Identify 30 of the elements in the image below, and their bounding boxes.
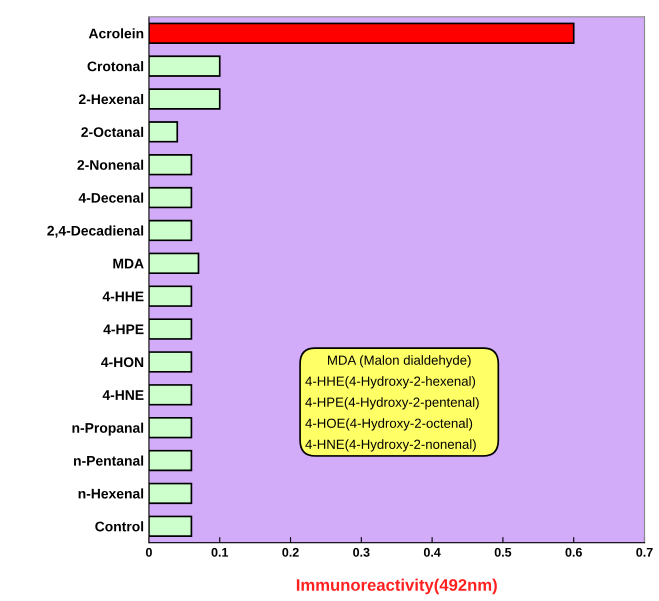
y-tick-label: 4-HPE [103, 324, 144, 334]
x-tick-label: 0.7 [636, 548, 653, 557]
y-tick-label: 4-HHE [102, 292, 144, 302]
annotation: 4-HNE(4-Hydroxy-2-nonenal) [305, 439, 476, 452]
x-tick-label: 0.2 [282, 548, 299, 557]
y-tick-label: 4-HON [101, 357, 144, 368]
x-tick-label: 0.1 [212, 548, 228, 557]
y-tick-label: Acrolein [88, 28, 144, 38]
y-tick-label: 4-Decenal [78, 192, 144, 203]
annotation: 4-HOE(4-Hydroxy-2-octenal) [305, 418, 472, 431]
annotation: 4-HPE(4-Hydroxy-2-pentenal) [305, 397, 479, 410]
x-tick-label: 0.3 [353, 548, 370, 557]
annotation: MDA (Malon dialdehyde) [328, 355, 471, 368]
x-tick-label: 0.6 [566, 548, 582, 557]
y-tick-label: 4-HNE [102, 390, 144, 400]
y-tick-label: 2-Hexenal [78, 94, 144, 104]
x-tick-label: 0.4 [424, 548, 441, 557]
annotation: 4-HHE(4-Hydroxy-2-hexenal) [305, 376, 476, 388]
y-tick-label: Control [95, 521, 144, 532]
y-tick-label: MDA [113, 258, 144, 268]
y-tick-label: n-Pentanal [74, 456, 144, 466]
y-tick-label: 2-Octanal [81, 126, 144, 138]
y-tick-label: n-Hexenal [78, 488, 144, 499]
y-tick-label: Crotonal [88, 61, 144, 72]
x-tick-label: 0.5 [494, 548, 512, 557]
x-axis-title: Immunoreactivity(492nm) [296, 578, 497, 594]
x-tick-label: 0 [146, 548, 152, 557]
y-tick-label: 2,4-Decadienal [47, 225, 144, 238]
y-tick-label: 2-Nonenal [77, 160, 144, 170]
y-tick-label: n-Propanal [72, 422, 144, 436]
